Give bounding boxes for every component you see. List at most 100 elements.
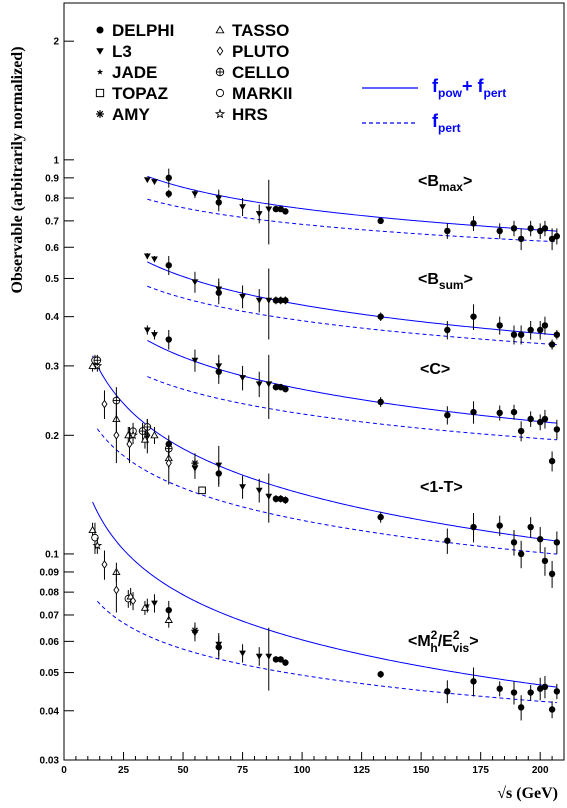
marker-dot: [272, 297, 280, 304]
marker-dot: [548, 457, 556, 465]
marker-tri-down: [151, 179, 158, 186]
marker-tri-down: [265, 381, 273, 388]
marker-dot: [272, 205, 280, 213]
marker-tri-down: [239, 650, 246, 657]
marker-dot: [536, 227, 544, 235]
legend-label: PLUTO: [232, 42, 289, 61]
marker-dot: [277, 205, 284, 213]
marker-diamond: [101, 560, 108, 569]
marker-tri-down: [143, 253, 151, 260]
marker-dot: [553, 426, 561, 433]
marker-tri-up: [215, 25, 225, 34]
marker-tri-down: [265, 653, 273, 660]
fit-curve-pow-pert: [92, 501, 557, 688]
marker-dot: [165, 336, 172, 343]
marker-dot: [377, 217, 384, 225]
marker-dot: [282, 385, 289, 393]
marker-dot: [444, 688, 451, 695]
marker-small-star: [96, 68, 104, 75]
x-tick-label: 0: [61, 765, 67, 776]
y-tick-label: 0.1: [45, 549, 59, 560]
marker-tri-down: [239, 484, 246, 491]
marker-dot: [517, 427, 525, 435]
marker-tri-down: [239, 375, 246, 382]
marker-dot: [470, 678, 477, 685]
marker-tri-down: [151, 256, 158, 263]
observable-label: <Bsum>: [418, 271, 473, 292]
marker-dot: [553, 233, 561, 240]
marker-dot: [517, 704, 525, 711]
x-tick-label: 175: [472, 765, 489, 776]
marker-tri-down: [255, 653, 263, 660]
marker-dot: [517, 235, 525, 243]
marker-open-star: [92, 540, 103, 550]
x-tick-label: 150: [413, 765, 430, 776]
marker-dot: [496, 227, 503, 235]
marker-dot: [282, 496, 289, 504]
fit-curve-pert: [96, 600, 557, 704]
y-tick-label: 0.03: [40, 756, 60, 767]
y-tick-label: 1: [53, 155, 59, 166]
marker-dot: [541, 225, 549, 232]
marker-tri-down: [239, 293, 246, 300]
y-tick-label: 0.06: [40, 637, 60, 648]
marker-open-star: [128, 430, 138, 440]
y-tick-label: 0.8: [45, 194, 59, 205]
marker-tri-down: [215, 195, 223, 202]
marker-dot: [444, 227, 451, 235]
marker-tri-down: [265, 493, 273, 500]
x-tick-label: 125: [353, 765, 370, 776]
marker-dot: [277, 656, 284, 663]
marker-dot: [444, 411, 451, 419]
observable-label: <Bmax>: [418, 173, 472, 194]
fit-curve-pert: [96, 428, 557, 555]
marker-tri-up: [150, 430, 159, 439]
marker-dot: [548, 706, 556, 713]
marker-dot: [377, 398, 384, 406]
marker-tri-down: [265, 206, 273, 213]
y-tick-label: 0.08: [40, 588, 60, 599]
marker-dot: [470, 313, 477, 320]
marker-dot: [536, 418, 544, 426]
marker-small-star: [144, 602, 151, 608]
marker-dot: [470, 523, 477, 531]
y-tick-label: 0.2: [45, 431, 59, 442]
marker-diamond: [113, 430, 120, 440]
y-tick-label: 0.04: [40, 706, 60, 717]
marker-diamond: [126, 439, 133, 449]
marker-tri-down: [191, 357, 199, 364]
marker-dot: [272, 495, 280, 503]
x-tick-label: 200: [532, 765, 549, 776]
marker-tri-up: [140, 435, 150, 443]
marker-dot: [548, 235, 556, 243]
y-tick-label: 0.5: [45, 274, 59, 285]
marker-dot: [510, 331, 518, 338]
marker-tri-down: [215, 641, 223, 648]
marker-tri-down: [239, 204, 246, 211]
y-tick-label: 0.05: [40, 668, 60, 679]
observable-label: <C>: [420, 361, 450, 378]
y-tick-label: 0.9: [45, 173, 59, 184]
marker-dot: [527, 415, 534, 423]
marker-dot: [444, 326, 451, 334]
marker-dot: [510, 539, 518, 546]
marker-dot: [536, 535, 544, 543]
marker-dot: [165, 174, 172, 182]
marker-tri-down: [255, 487, 263, 494]
marker-dot: [527, 689, 534, 696]
marker-tri-down: [143, 327, 151, 334]
y-tick-label: 0.7: [45, 216, 59, 227]
marker-diamond: [165, 458, 172, 468]
marker-dot: [510, 225, 518, 232]
x-axis-label: √s (GeV): [497, 785, 558, 802]
marker-dot: [272, 656, 280, 663]
marker-dot: [541, 557, 549, 565]
marker-dot: [541, 683, 549, 691]
marker-tri-down: [143, 177, 151, 184]
marker-dot: [541, 415, 549, 423]
marker-dot: [496, 409, 503, 417]
observable-labels: <Bmax> <Bsum> <C> <1-T> <M2 h/E2 vis>: [408, 173, 479, 655]
x-tick-label: 50: [177, 765, 189, 776]
marker-dot: [517, 550, 525, 558]
